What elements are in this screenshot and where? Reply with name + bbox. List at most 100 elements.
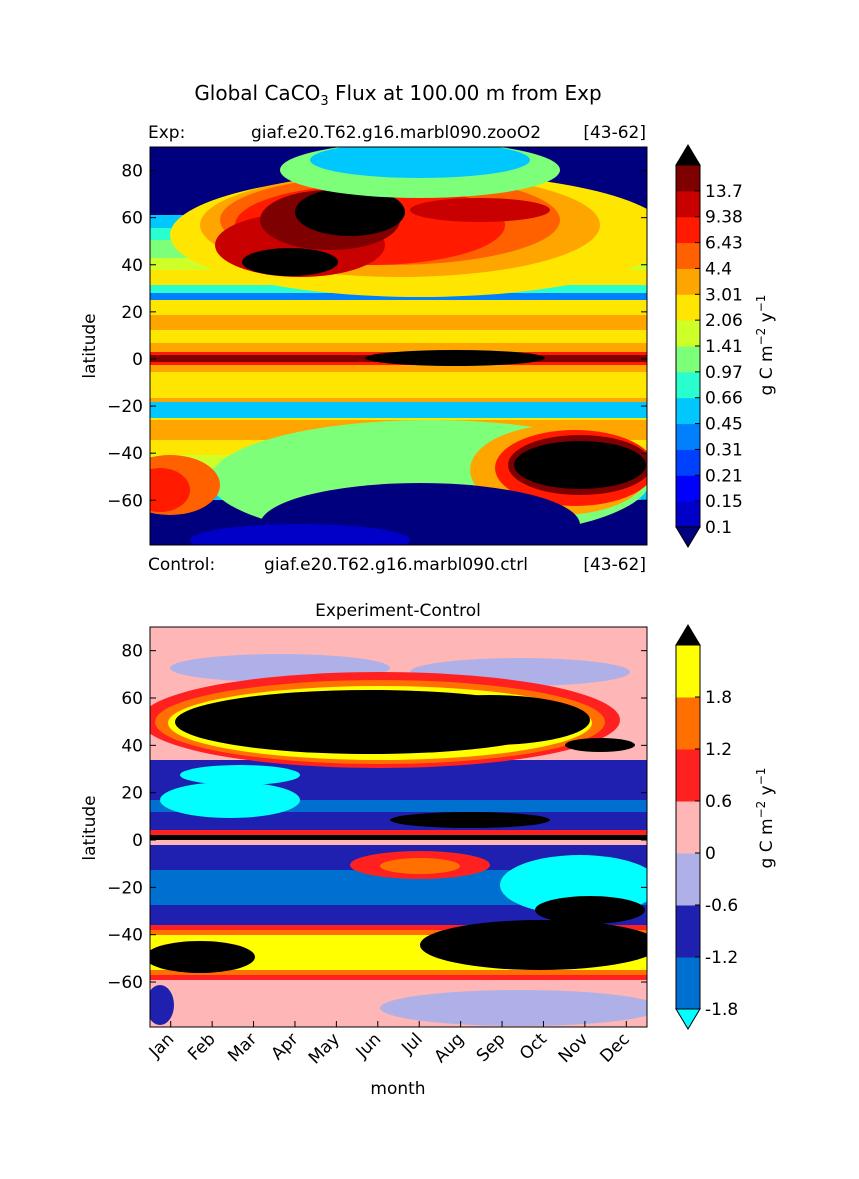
- diff-colorbar-extend-min: [675, 1008, 701, 1030]
- exp-contour-blob: [190, 524, 410, 545]
- diff-colorbar-label: 0.6: [705, 792, 732, 812]
- x-tick-label: Jan: [145, 1029, 178, 1062]
- diff-colorbar-label: -1.2: [705, 948, 738, 968]
- y-tick-label: 20: [121, 303, 143, 323]
- diff-x-axis: Jan Feb Mar Apr May Jun Jul Aug Sep Oct Nov Dec: [145, 1021, 634, 1068]
- control-label: Control:: [148, 555, 215, 575]
- y-tick-label: 60: [121, 689, 143, 709]
- exp-colorbar-label: 2.06: [705, 311, 743, 331]
- exp-colorbar-swatch: [675, 500, 701, 528]
- x-tick-label: Aug: [431, 1029, 469, 1067]
- exp-colorbar-swatch: [675, 164, 701, 192]
- y-tick-label: 80: [121, 162, 143, 182]
- exp-plot-area: 80 60 40 20 0 −20 −40 −60 latitude: [80, 146, 648, 546]
- exp-colorbar-swatch: [675, 397, 701, 425]
- diff-colorbar-swatch: [675, 956, 701, 1010]
- exp-colorbar-label: 6.43: [705, 234, 743, 254]
- exp-colorbar-label: 4.4: [705, 259, 732, 279]
- x-tick-label: Oct: [516, 1029, 551, 1064]
- diff-contour-blob: [420, 920, 647, 970]
- exp-plot-frame: [149, 146, 648, 546]
- exp-colorbar-swatch: [675, 190, 701, 218]
- exp-colorbar: 13.7 9.38 6.43 4.4 3.01 2.06 1.41 0.97 0.66 0.45 0…: [675, 144, 743, 548]
- exp-colorbar-swatch: [675, 474, 701, 502]
- exp-y-axis-label: latitude: [80, 313, 100, 378]
- exp-colorbar-swatch: [675, 267, 701, 295]
- exp-colorbar-swatch: [675, 319, 701, 347]
- exp-contour-blob: [310, 147, 530, 178]
- exp-colorbar-label: 0.15: [705, 492, 743, 512]
- y-tick-label: −40: [107, 926, 143, 946]
- exp-colorbar-label: 0.21: [705, 466, 743, 486]
- diff-colorbar-swatch: [675, 852, 701, 906]
- exp-label: Exp:: [148, 123, 185, 143]
- x-tick-label: Mar: [224, 1029, 261, 1066]
- y-tick-label: −20: [107, 878, 143, 898]
- x-tick-label: Apr: [268, 1029, 303, 1064]
- diff-colorbar-label: -1.8: [705, 1000, 738, 1020]
- diff-colorbar-swatch: [675, 696, 701, 750]
- diff-colorbar-extend-max: [675, 624, 701, 646]
- diff-y-axis-label: latitude: [80, 795, 100, 860]
- x-tick-label: Nov: [555, 1029, 593, 1067]
- y-tick-label: −60: [107, 973, 143, 993]
- exp-colorbar-label: 0.66: [705, 389, 743, 409]
- control-years: [43-62]: [583, 555, 646, 575]
- x-tick-label: Sep: [473, 1029, 510, 1066]
- exp-colorbar-label: 1.41: [705, 337, 743, 357]
- exp-colorbar-swatch: [675, 345, 701, 373]
- exp-colorbar-swatch: [675, 423, 701, 450]
- diff-contour-blob: [150, 941, 255, 973]
- diff-contour-blob: [180, 765, 300, 785]
- diff-contour-band: [150, 830, 647, 835]
- diff-colorbar-swatch: [675, 904, 701, 958]
- exp-colorbar-label: 0.31: [705, 440, 743, 460]
- y-tick-label: 60: [121, 209, 143, 229]
- diff-panel-title: Experiment-Control: [315, 601, 481, 621]
- exp-colorbar-label: 0.1: [705, 518, 732, 538]
- exp-case-name: giaf.e20.T62.g16.marbl090.zooO2: [251, 123, 541, 143]
- y-tick-label: −60: [107, 491, 143, 511]
- chart-title: Global CaCO3 Flux at 100.00 m from Exp: [194, 81, 601, 109]
- exp-contour-blob: [295, 188, 405, 236]
- y-tick-label: 20: [121, 784, 143, 804]
- diff-contour-blob: [390, 695, 590, 745]
- exp-colorbar-label: 0.97: [705, 363, 743, 383]
- y-tick-label: 40: [121, 256, 143, 276]
- diff-contour-blob: [390, 812, 550, 828]
- exp-colorbar-swatch: [675, 448, 701, 476]
- exp-contour-blob: [410, 198, 550, 222]
- x-tick-label: Jul: [397, 1029, 426, 1058]
- diff-colorbar-swatch: [675, 644, 701, 698]
- diff-contour-blob: [160, 782, 300, 818]
- diff-colorbar-label: 0: [705, 844, 716, 864]
- diff-plot-area: 80 60 40 20 0 −20 −40 −60 Jan Feb Mar Apr May Jun Jul…: [80, 626, 648, 1099]
- x-tick-label: Feb: [184, 1029, 219, 1064]
- exp-colorbar-swatch: [675, 371, 701, 399]
- diff-colorbar-swatch: [675, 800, 701, 854]
- y-tick-label: 80: [121, 642, 143, 662]
- exp-colorbar-label: 0.45: [705, 415, 743, 435]
- diff-contour-blob: [535, 896, 645, 924]
- exp-colorbar-swatch: [675, 293, 701, 321]
- diff-colorbar-label: 1.2: [705, 740, 732, 760]
- exp-contour-blob: [365, 350, 545, 366]
- diff-colorbar-unit: g C m−2 y−1: [754, 768, 777, 869]
- diff-contour-blob: [150, 985, 174, 1025]
- diff-contour-blob: [565, 738, 635, 752]
- diff-colorbar-label: -0.6: [705, 896, 738, 916]
- exp-colorbar-extend-min: [675, 526, 701, 548]
- y-tick-label: 0: [132, 831, 143, 851]
- control-case-name: giaf.e20.T62.g16.marbl090.ctrl: [264, 555, 528, 575]
- x-tick-label: May: [305, 1029, 344, 1068]
- y-tick-label: −20: [107, 397, 143, 417]
- exp-colorbar-unit: g C m−2 y−1: [754, 295, 777, 396]
- x-tick-label: Jun: [352, 1029, 386, 1063]
- diff-colorbar-label: 1.8: [705, 688, 732, 708]
- diff-contour-blob: [380, 858, 460, 874]
- exp-colorbar-label: 3.01: [705, 285, 743, 305]
- diff-plot-frame: [149, 626, 648, 1028]
- exp-colorbar-label: 13.7: [705, 182, 743, 202]
- exp-contour-blob: [242, 248, 338, 276]
